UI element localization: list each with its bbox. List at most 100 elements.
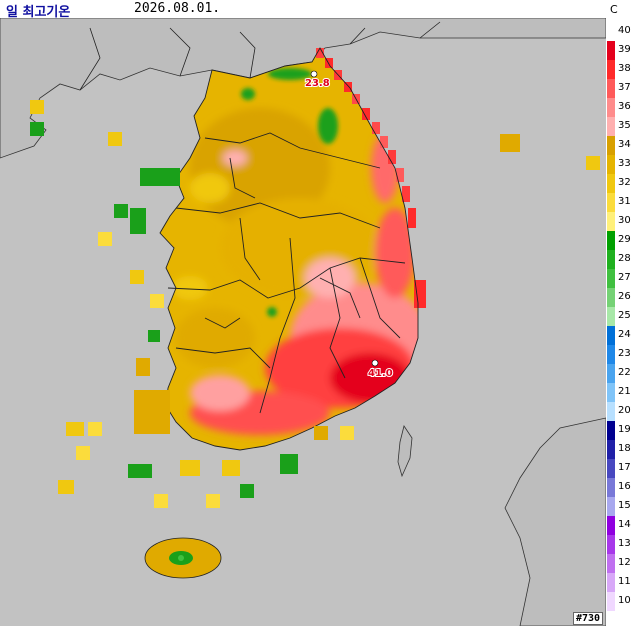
legend-label: 20 xyxy=(618,405,631,416)
legend-row: 14 xyxy=(606,516,640,535)
legend-swatch xyxy=(607,383,615,402)
legend-label: 14 xyxy=(618,519,631,530)
legend-row: 24 xyxy=(606,326,640,345)
legend-row: 29 xyxy=(606,231,640,250)
east-coast-strip xyxy=(316,48,426,308)
legend-row: 31 xyxy=(606,193,640,212)
legend-swatch xyxy=(607,250,615,269)
legend-row: 19 xyxy=(606,421,640,440)
legend-label: 25 xyxy=(618,310,631,321)
legend-swatch xyxy=(607,554,615,573)
legend-swatch xyxy=(607,516,615,535)
legend-row: 25 xyxy=(606,307,640,326)
legend-row: 35 xyxy=(606,117,640,136)
legend-row: 15 xyxy=(606,497,640,516)
legend-swatch xyxy=(607,326,615,345)
legend-swatch xyxy=(607,288,615,307)
id-badge: #730 xyxy=(573,612,604,625)
legend-label: 18 xyxy=(618,443,631,454)
legend-label: 36 xyxy=(618,101,631,112)
legend-label: 21 xyxy=(618,386,631,397)
legend-row: 22 xyxy=(606,364,640,383)
legend-swatch xyxy=(607,136,615,155)
legend-row: 40 xyxy=(606,22,640,41)
legend-label: 40 xyxy=(618,25,631,36)
legend-swatch xyxy=(607,155,615,174)
legend-swatch xyxy=(607,421,615,440)
japan-land xyxy=(504,417,606,626)
legend-swatch xyxy=(607,345,615,364)
legend-swatch xyxy=(607,592,615,611)
legend-row: 23 xyxy=(606,345,640,364)
tsushima xyxy=(397,425,413,478)
islands xyxy=(30,100,600,508)
legend-label: 28 xyxy=(618,253,631,264)
legend-row: 32 xyxy=(606,174,640,193)
legend-label: 27 xyxy=(618,272,631,283)
legend-row: 10 xyxy=(606,592,640,611)
legend-label: 35 xyxy=(618,120,631,131)
legend-label: 33 xyxy=(618,158,631,169)
legend-swatch xyxy=(607,478,615,497)
legend-row: 39 xyxy=(606,41,640,60)
legend-label: 30 xyxy=(618,215,631,226)
legend-row: 18 xyxy=(606,440,640,459)
temperature-fields xyxy=(172,68,418,435)
legend-label: 37 xyxy=(618,82,631,93)
temperature-map: 23.8 41.0 xyxy=(0,18,606,626)
header-bar: 일 최고기온 2026.08.01. C xyxy=(0,0,640,20)
admin-boundaries xyxy=(159,47,419,451)
legend-swatch xyxy=(607,364,615,383)
legend-label: 26 xyxy=(618,291,631,302)
legend-row: 13 xyxy=(606,535,640,554)
map-title: 일 최고기온 xyxy=(6,5,71,20)
jeju-island xyxy=(144,537,222,579)
legend-label: 39 xyxy=(618,44,631,55)
unit-label: C xyxy=(610,3,618,16)
station-label-north: 23.8 xyxy=(305,78,330,89)
legend-label: 31 xyxy=(618,196,631,207)
legend-label: 10 xyxy=(618,595,631,606)
legend-label: 17 xyxy=(618,462,631,473)
legend-label: 12 xyxy=(618,557,631,568)
legend-row: 11 xyxy=(606,573,640,592)
legend-label: 24 xyxy=(618,329,631,340)
legend-label: 19 xyxy=(618,424,631,435)
legend-label: 13 xyxy=(618,538,631,549)
station-marker-south: 41.0 xyxy=(367,359,394,380)
legend-swatch xyxy=(607,98,615,117)
legend-swatch xyxy=(607,440,615,459)
legend-swatch xyxy=(607,193,615,212)
legend-swatch xyxy=(607,269,615,288)
legend-label: 34 xyxy=(618,139,631,150)
legend-label: 22 xyxy=(618,367,631,378)
station-marker-north: 23.8 xyxy=(304,70,331,90)
legend-row: 36 xyxy=(606,98,640,117)
legend-row: 17 xyxy=(606,459,640,478)
legend-swatch xyxy=(607,174,615,193)
legend-swatch xyxy=(607,79,615,98)
legend-label: 23 xyxy=(618,348,631,359)
color-legend: 40 39 38 37 36 35 34 33 32 31 30 29 28 27 26 25 24 23 22 21… xyxy=(606,22,640,626)
legend-swatch xyxy=(607,573,615,592)
legend-row: 34 xyxy=(606,136,640,155)
legend-row: 30 xyxy=(606,212,640,231)
legend-swatch xyxy=(607,497,615,516)
legend-row: 27 xyxy=(606,269,640,288)
legend-label: 16 xyxy=(618,481,631,492)
legend-label: 29 xyxy=(618,234,631,245)
legend-swatch xyxy=(607,117,615,136)
legend-swatch xyxy=(607,535,615,554)
map-date: 2026.08.01. xyxy=(134,1,221,16)
legend-swatch xyxy=(607,22,615,41)
legend-label: 38 xyxy=(618,63,631,74)
legend-row: 37 xyxy=(606,79,640,98)
legend-row: 20 xyxy=(606,402,640,421)
legend-label: 32 xyxy=(618,177,631,188)
legend-row: 33 xyxy=(606,155,640,174)
legend-swatch xyxy=(607,41,615,60)
legend-swatch xyxy=(607,212,615,231)
legend-swatch xyxy=(607,231,615,250)
station-label-south: 41.0 xyxy=(368,368,393,379)
legend-row: 28 xyxy=(606,250,640,269)
